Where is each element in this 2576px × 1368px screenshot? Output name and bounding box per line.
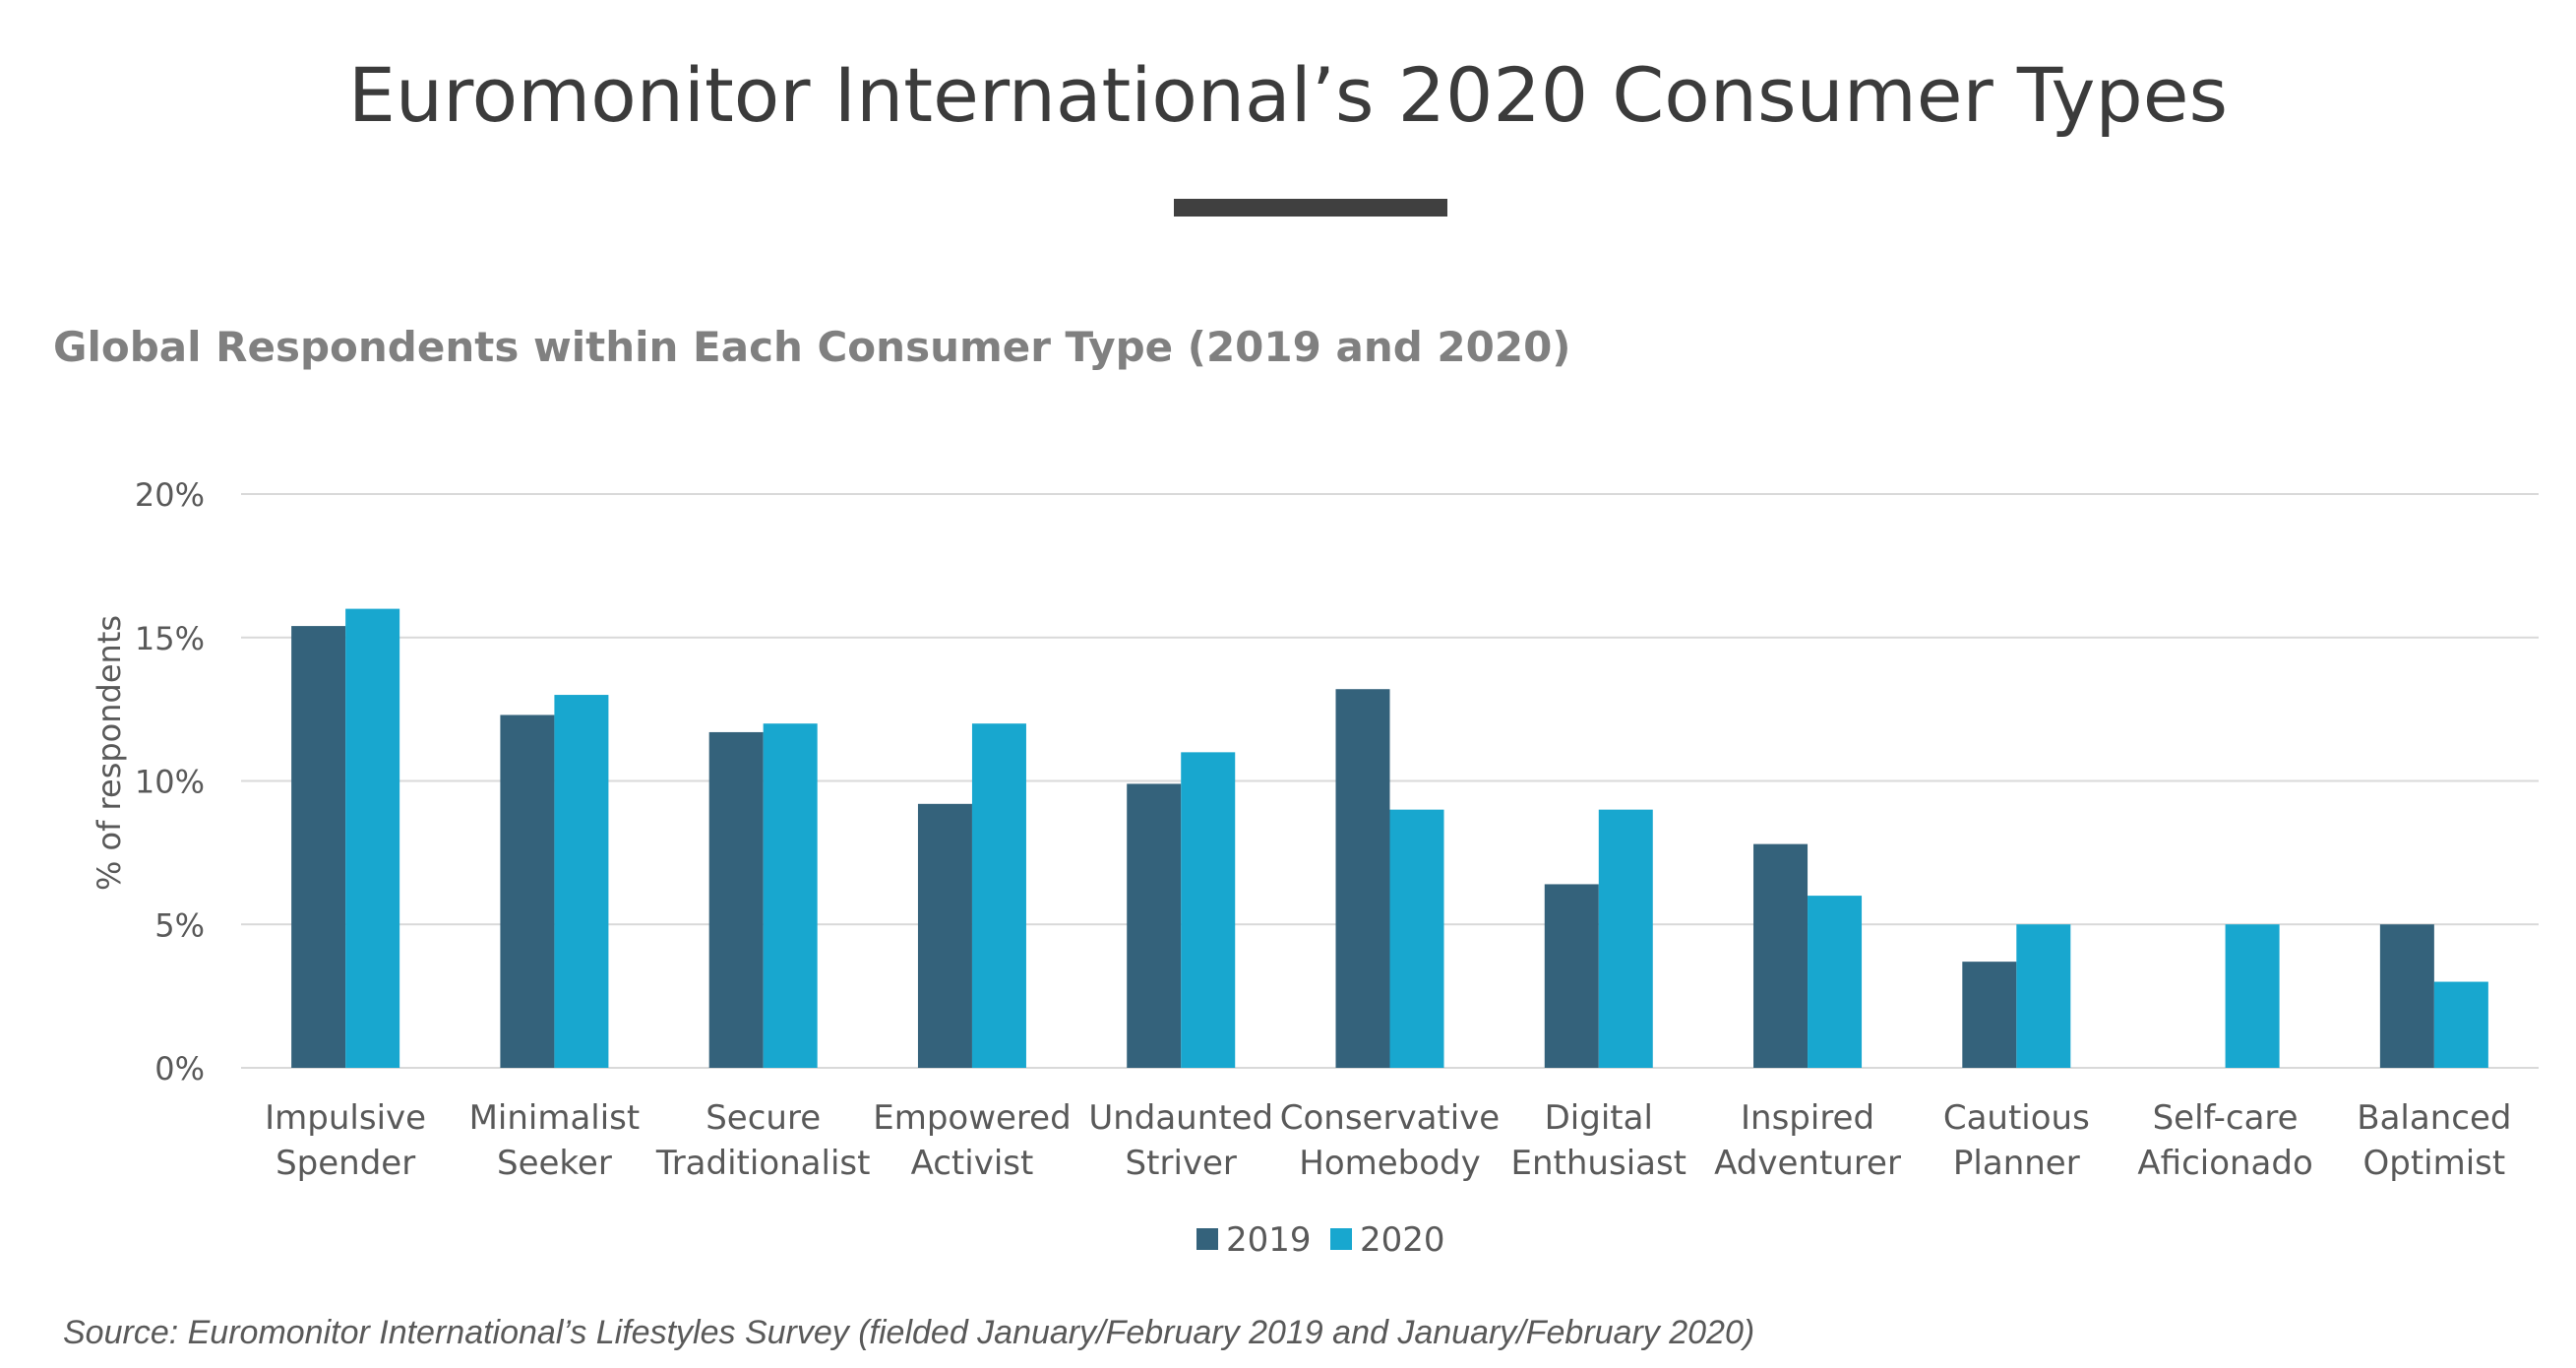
bar-2019-6 (1544, 884, 1599, 1068)
legend-swatch-2020 (1330, 1228, 1352, 1250)
x-category-label: Secure Traditionalist (655, 1098, 871, 1183)
chart-title: Global Respondents within Each Consumer … (53, 323, 1571, 371)
bar-2020-6 (1598, 809, 1653, 1068)
bar-2020-0 (345, 608, 400, 1068)
x-category-label: Minimalist Seeker (469, 1098, 641, 1183)
source-note: Source: Euromonitor International’s Life… (63, 1314, 1755, 1351)
legend-label: 2020 (1360, 1220, 1445, 1260)
x-category-label: Empowered Activist (873, 1098, 1071, 1183)
x-category-label: Self-care Aficionado (2137, 1098, 2312, 1183)
legend: 2019 2020 (1196, 1220, 1445, 1260)
bar-2020-1 (554, 695, 609, 1068)
legend-label: 2019 (1226, 1220, 1312, 1260)
x-category-label: Impulsive Spender (265, 1098, 426, 1183)
bar-2020-2 (763, 723, 818, 1068)
bar-2019-4 (1127, 783, 1182, 1068)
bars (291, 608, 2488, 1068)
y-axis-label: % of respondents (91, 615, 128, 891)
bar-2020-3 (971, 723, 1026, 1068)
bar-2019-8 (1962, 962, 2017, 1068)
bar-2020-4 (1181, 752, 1236, 1068)
bar-2019-3 (917, 803, 972, 1068)
bar-2020-9 (2225, 924, 2280, 1068)
bar-2019-0 (291, 626, 346, 1068)
bar-2019-5 (1335, 689, 1390, 1068)
bar-2020-7 (1808, 896, 1863, 1068)
bar-2019-7 (1753, 843, 1809, 1068)
y-tick-label: 5% (154, 906, 205, 944)
bar-2019-2 (708, 731, 764, 1068)
page-title: Euromonitor International’s 2020 Consume… (347, 51, 2229, 139)
x-category-label: Balanced Optimist (2357, 1098, 2511, 1183)
x-category-label: Undaunted Striver (1088, 1098, 1273, 1183)
x-category-label: Conservative Homebody (1280, 1098, 1500, 1183)
y-tick-label: 20% (135, 476, 205, 514)
bar-2020-10 (2433, 981, 2488, 1068)
y-axis-ticks: 0% 5% 10% 15% 20% (135, 476, 205, 1088)
legend-swatch-2019 (1196, 1228, 1218, 1250)
y-tick-label: 15% (135, 620, 205, 657)
x-category-label: Digital Enthusiast (1511, 1098, 1687, 1183)
y-tick-label: 10% (135, 764, 205, 801)
title-divider (1174, 199, 1447, 217)
bar-2019-1 (500, 715, 555, 1068)
bar-2019-10 (2379, 924, 2434, 1068)
bar-2020-5 (1389, 809, 1444, 1068)
y-tick-label: 0% (154, 1050, 205, 1088)
x-category-label: Inspired Adventurer (1714, 1098, 1901, 1183)
x-category-label: Cautious Planner (1943, 1098, 2090, 1183)
bar-2020-8 (2016, 924, 2071, 1068)
